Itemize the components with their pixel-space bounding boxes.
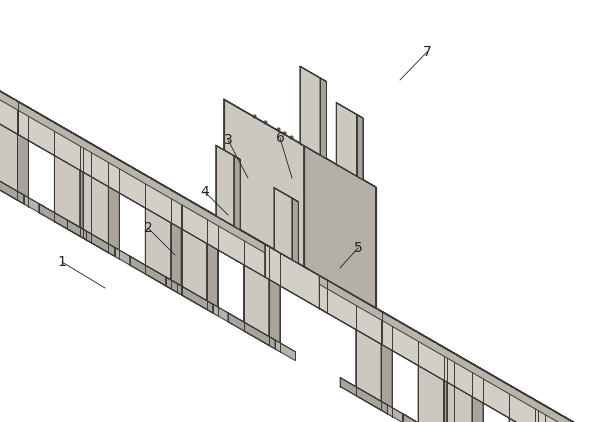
Polygon shape xyxy=(0,65,265,277)
Polygon shape xyxy=(274,188,298,202)
Polygon shape xyxy=(224,99,304,267)
Text: 4: 4 xyxy=(200,185,209,199)
Polygon shape xyxy=(213,304,233,325)
Polygon shape xyxy=(0,168,24,204)
Polygon shape xyxy=(145,175,181,196)
Polygon shape xyxy=(0,168,44,207)
Polygon shape xyxy=(509,385,546,406)
Text: 6: 6 xyxy=(276,131,285,145)
Polygon shape xyxy=(216,145,234,226)
Polygon shape xyxy=(165,277,213,313)
Polygon shape xyxy=(447,349,483,370)
Text: 3: 3 xyxy=(224,133,232,147)
Polygon shape xyxy=(418,333,444,422)
Polygon shape xyxy=(24,195,44,216)
Polygon shape xyxy=(295,141,375,308)
Polygon shape xyxy=(300,66,327,81)
Polygon shape xyxy=(340,378,387,414)
Polygon shape xyxy=(228,313,295,352)
Polygon shape xyxy=(216,145,240,160)
Polygon shape xyxy=(206,211,218,316)
Polygon shape xyxy=(17,101,28,206)
Polygon shape xyxy=(382,311,593,422)
Polygon shape xyxy=(39,204,106,243)
Polygon shape xyxy=(387,405,408,422)
Polygon shape xyxy=(80,137,91,243)
Polygon shape xyxy=(320,78,327,159)
Polygon shape xyxy=(356,297,381,410)
Polygon shape xyxy=(83,139,119,160)
Polygon shape xyxy=(538,401,563,422)
Polygon shape xyxy=(86,231,106,252)
Polygon shape xyxy=(177,284,197,304)
Polygon shape xyxy=(356,297,392,317)
Polygon shape xyxy=(68,220,135,259)
Polygon shape xyxy=(68,220,114,256)
Polygon shape xyxy=(275,340,295,361)
Polygon shape xyxy=(114,247,135,268)
Polygon shape xyxy=(224,99,375,187)
Polygon shape xyxy=(0,87,17,200)
Polygon shape xyxy=(534,400,546,422)
Polygon shape xyxy=(381,311,392,417)
Polygon shape xyxy=(300,66,320,155)
Polygon shape xyxy=(447,349,472,422)
Polygon shape xyxy=(418,333,454,354)
Polygon shape xyxy=(109,154,119,259)
Polygon shape xyxy=(171,190,181,295)
Polygon shape xyxy=(181,196,206,309)
Polygon shape xyxy=(165,277,233,316)
Text: 5: 5 xyxy=(353,241,362,255)
Polygon shape xyxy=(0,65,18,135)
Polygon shape xyxy=(340,378,408,417)
Polygon shape xyxy=(265,244,327,313)
Polygon shape xyxy=(145,175,171,289)
Polygon shape xyxy=(0,65,327,280)
Polygon shape xyxy=(0,65,265,253)
Polygon shape xyxy=(39,204,86,240)
Polygon shape xyxy=(244,232,269,345)
Polygon shape xyxy=(320,276,593,422)
Text: 1: 1 xyxy=(58,255,66,269)
Polygon shape xyxy=(292,198,298,263)
Text: 2: 2 xyxy=(144,221,152,235)
Polygon shape xyxy=(304,146,375,308)
Polygon shape xyxy=(538,401,574,422)
Polygon shape xyxy=(403,414,450,422)
Polygon shape xyxy=(269,246,280,352)
Polygon shape xyxy=(83,139,109,253)
Polygon shape xyxy=(55,122,91,143)
Polygon shape xyxy=(403,414,470,422)
Text: 7: 7 xyxy=(423,45,431,59)
Polygon shape xyxy=(274,188,292,260)
Polygon shape xyxy=(244,232,280,253)
Polygon shape xyxy=(444,347,454,422)
Polygon shape xyxy=(224,99,295,262)
Polygon shape xyxy=(224,220,375,308)
Polygon shape xyxy=(55,122,80,236)
Polygon shape xyxy=(356,114,363,180)
Polygon shape xyxy=(336,103,356,176)
Polygon shape xyxy=(336,103,363,118)
Polygon shape xyxy=(320,276,382,344)
Polygon shape xyxy=(472,364,483,422)
Polygon shape xyxy=(320,276,593,422)
Polygon shape xyxy=(130,256,197,295)
Polygon shape xyxy=(18,102,327,313)
Polygon shape xyxy=(181,196,218,217)
Polygon shape xyxy=(509,385,534,422)
Polygon shape xyxy=(130,256,177,292)
Polygon shape xyxy=(0,87,28,108)
Polygon shape xyxy=(563,416,574,422)
Polygon shape xyxy=(234,156,240,230)
Polygon shape xyxy=(320,276,593,422)
Polygon shape xyxy=(228,313,275,349)
